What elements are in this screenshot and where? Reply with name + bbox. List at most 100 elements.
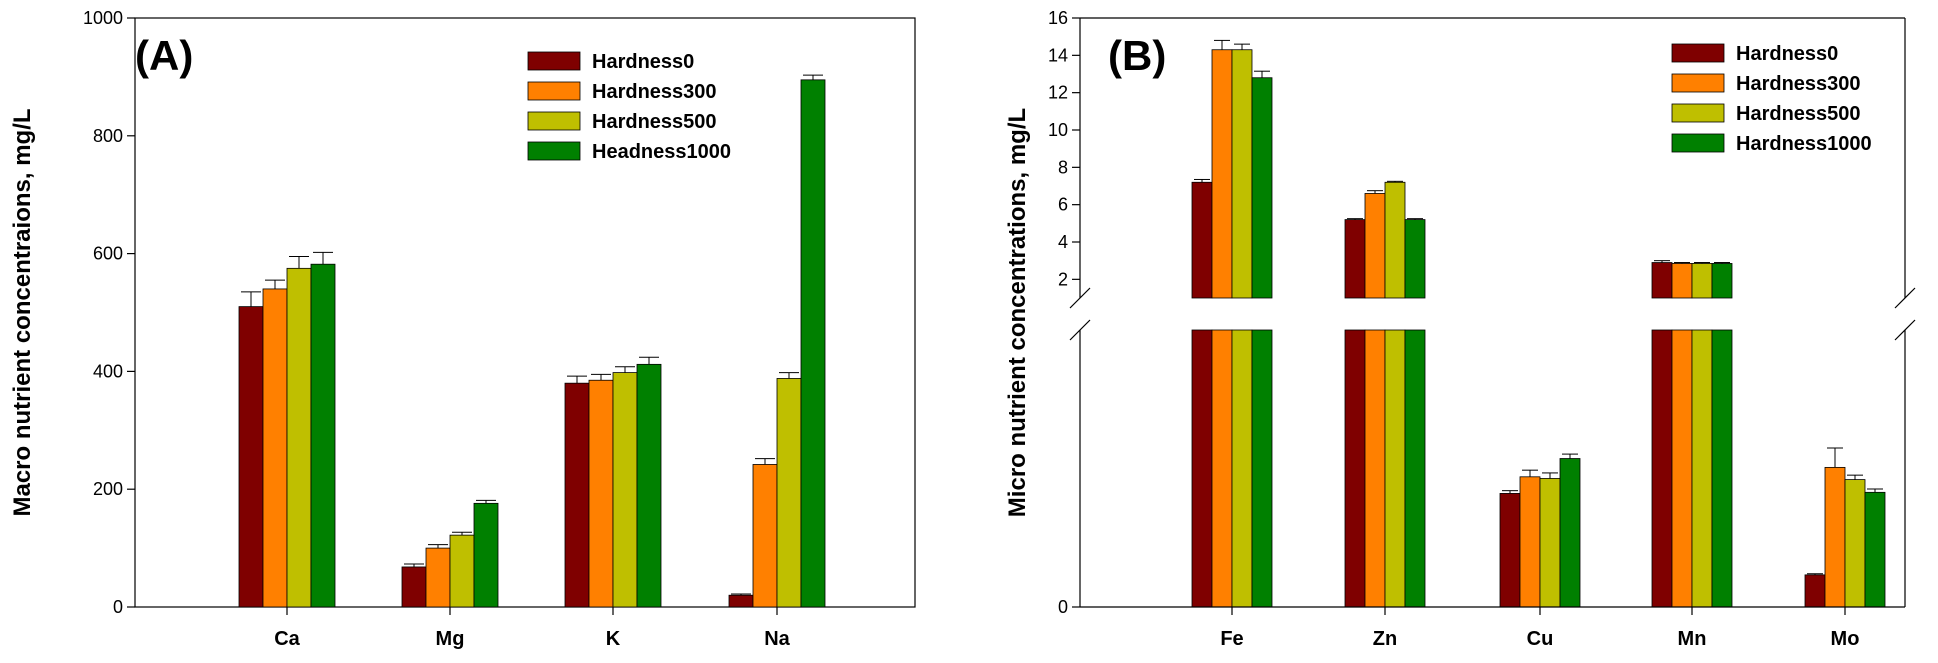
panel-b-category-label: Cu [1527,628,1554,650]
panel-b-legend-label: Hardness500 [1736,103,1861,125]
panel-b-ylabel: Micro nutrient concentrations, mg/L [1004,108,1031,517]
panel-a-bar [636,363,662,608]
panel-b-bar-upper [1211,49,1233,299]
panel-b-category-label: Mn [1678,628,1707,650]
panel-a-ytick-label: 800 [93,126,123,146]
panel-b-bar-lower [1251,329,1273,608]
panel-a-legend-swatch [527,111,581,131]
panel-a-ytick-label: 1000 [83,8,123,28]
panel-b-bar [1824,466,1846,608]
panel-b-ytick-label: 2 [1058,269,1068,289]
panel-b-bar-upper [1231,49,1253,299]
panel-b-ytick-label: 14 [1048,45,1068,65]
panel-b-bar-lower [1651,329,1673,608]
panel-b: Fe Zn Cu Mn Mo 2 4 6 8 10 12 14 16 0 Micro nutrient co… [1004,8,1916,650]
panel-b-bar [1499,493,1521,608]
panel-b-legend-swatch [1671,103,1725,123]
panel-b-break-mark [1894,287,1916,309]
panel-b-bar [1539,478,1561,608]
panel-a-legend-label: Hardness300 [592,81,717,103]
panel-a-ytick-label: 400 [93,361,123,381]
panel-b-bar-upper [1384,181,1406,299]
panel-b-bar-lower [1711,329,1733,608]
panel-b-ytick-label: 6 [1058,195,1068,215]
panel-b-bar [1804,574,1826,608]
panel-b-ytick-label: 12 [1048,83,1068,103]
panel-b-bar-lower [1191,329,1213,608]
panel-b-bar-lower [1231,329,1253,608]
panel-b-category-label: Mo [1831,628,1860,650]
panel-a-category-label: Mg [436,628,465,650]
panel-b-legend-swatch [1671,43,1725,63]
panel-b-ytick-label: 10 [1048,120,1068,140]
panel-a-bar [473,502,499,608]
panel-b-bar-lower [1384,329,1406,608]
panel-a-bar [588,379,614,608]
panel-b-ytick-label: 4 [1058,232,1068,252]
panel-b-ytick-label: 16 [1048,8,1068,28]
panel-a-ylabel: Macro nutrient concentraions, mg/L [9,108,36,516]
panel-a-bar [612,372,638,608]
panel-a-bar [728,594,754,608]
panel-b-ytick-label: 0 [1058,597,1068,617]
panel-a-bar [286,267,312,608]
panel-a-bar [800,79,826,608]
panel-b-bar-upper [1191,181,1213,299]
panel-b-bar-lower [1344,329,1366,608]
panel-a-bar [449,534,475,608]
panel-b-bar-lower [1211,329,1233,608]
panel-b-category-label: Fe [1220,628,1243,650]
panel-a-label: (A) [135,32,193,79]
panel-a-ytick-label: 200 [93,479,123,499]
panel-a-category-label: Na [764,628,790,650]
panel-b-bar [1559,458,1581,608]
panel-b-legend-label: Hardness300 [1736,73,1861,95]
panel-a-category-label: K [606,628,621,650]
panel-a-category-label: Ca [274,628,300,650]
panel-b-bar-upper [1711,263,1733,299]
panel-a-legend-swatch [527,51,581,71]
panel-b-legend-label: Hardness0 [1736,43,1838,65]
panel-b-bar-lower [1691,329,1713,608]
panel-a-legend-label: Hardness0 [592,51,694,73]
panel-b-legend-swatch [1671,133,1725,153]
panel-b-label: (B) [1108,32,1166,79]
panel-b-bar-upper [1651,262,1673,299]
panel-b-break-mark [1069,319,1091,341]
panel-a-frame [134,17,916,608]
panel-a-legend-label: Headness1000 [592,141,731,163]
panel-a-bar [310,263,336,608]
panel-b-break-mark [1069,287,1091,309]
panel-a-bar [238,306,264,608]
panel-b-bar-upper [1364,193,1386,299]
panel-a-legend-swatch [527,141,581,161]
panel-b-bar-upper [1671,263,1693,299]
panel-a-bar [425,547,451,608]
panel-b-bar-upper [1251,77,1273,299]
panel-b-bar-lower [1404,329,1426,608]
panel-a: 0 200 400 600 800 1000 Macro nutrient concentr… [9,8,916,650]
panel-b-category-label: Zn [1373,628,1397,650]
panel-b-bar-upper [1344,219,1366,299]
panel-b-bar-upper [1404,219,1426,299]
panel-a-bar [564,382,590,608]
panel-a-legend-label: Hardness500 [592,111,717,133]
panel-b-bar [1844,479,1866,608]
panel-b-bar-upper [1691,263,1713,299]
panel-b-break-mark [1894,319,1916,341]
panel-b-bar-lower [1671,329,1693,608]
panel-a-bar [262,288,288,608]
panel-a-bar [752,464,778,608]
panel-a-bar [401,566,427,608]
panel-b-ytick-label: 8 [1058,157,1068,177]
panel-a-legend-swatch [527,81,581,101]
panel-b-bar [1864,491,1886,608]
panel-b-legend-swatch [1671,73,1725,93]
panel-b-legend-label: Hardness1000 [1736,133,1872,155]
panel-a-ytick-label: 0 [113,597,123,617]
panel-a-ytick-label: 600 [93,244,123,264]
panel-a-bar [776,378,802,608]
panel-b-bar-lower [1364,329,1386,608]
panel-b-bar [1519,476,1541,608]
